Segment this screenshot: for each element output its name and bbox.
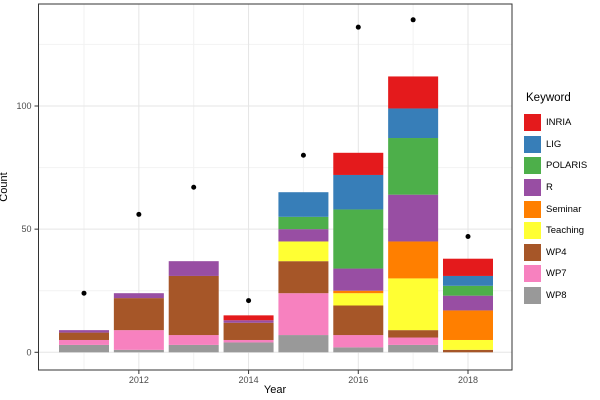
bar-segment-2017-inria xyxy=(388,76,439,109)
bar-segment-2016-wp7 xyxy=(333,335,384,348)
y-tick-label: 100 xyxy=(16,101,31,111)
bar-segment-2013-wp4 xyxy=(168,275,219,336)
x-tick-label: 2012 xyxy=(129,375,149,385)
legend-swatch-inria xyxy=(524,114,541,132)
legend-item-lig: LIG xyxy=(524,134,587,156)
bar-segment-2012-r xyxy=(113,293,164,299)
bar-segment-2011-wp7 xyxy=(59,339,109,345)
y-axis-title: Count xyxy=(0,172,10,202)
scatter-point-2012 xyxy=(136,211,142,217)
bar-segment-2016-seminar xyxy=(333,290,384,294)
legend-item-polaris: POLARIS xyxy=(524,155,587,177)
bar-segment-2018-teaching xyxy=(442,339,493,350)
bar-segment-2013-wp8 xyxy=(168,344,219,353)
bar-segment-2015-wp8 xyxy=(278,335,329,353)
legend-item-label: R xyxy=(546,182,553,194)
bar-segment-2016-r xyxy=(333,268,384,291)
bar-segment-2016-polaris xyxy=(333,209,384,269)
bar-segment-2017-lig xyxy=(388,108,439,139)
legend-item-label: Teaching xyxy=(546,225,585,237)
x-axis-title: Year xyxy=(263,384,287,396)
bar-segment-2017-teaching xyxy=(388,278,439,331)
bar-segment-2016-inria xyxy=(333,152,384,175)
bar-segment-2015-wp4 xyxy=(278,261,329,294)
bar-segment-2015-teaching xyxy=(278,241,329,262)
bar-segment-2017-wp4 xyxy=(388,330,439,338)
x-tick-label: 2014 xyxy=(239,375,259,385)
legend-item-teaching: Teaching xyxy=(524,220,587,242)
bar-segment-2018-seminar xyxy=(442,310,493,340)
bar-segment-2015-wp7 xyxy=(278,293,329,336)
legend-item-label: WP4 xyxy=(546,246,567,258)
legend-item-inria: INRIA xyxy=(524,112,587,134)
legend-title: Keyword xyxy=(526,92,571,104)
bar-segment-2014-wp7 xyxy=(223,339,274,343)
legend-item-wp7: WP7 xyxy=(524,263,587,285)
bar-segment-2014-inria xyxy=(223,315,274,321)
bar-segment-2016-lig xyxy=(333,174,384,210)
bar-segment-2015-polaris xyxy=(278,216,329,230)
bar-segment-2016-wp8 xyxy=(333,347,384,353)
bar-segment-2017-seminar xyxy=(388,241,439,279)
bar-segment-2013-r xyxy=(168,261,219,276)
scatter-point-2016 xyxy=(355,24,361,30)
y-tick-label: 50 xyxy=(21,224,31,234)
legend-item-label: INRIA xyxy=(546,117,572,129)
legend-swatch-wp7 xyxy=(524,265,541,283)
x-tick-label: 2016 xyxy=(348,375,368,385)
legend-item-r: R xyxy=(524,177,587,199)
bar-segment-2017-wp7 xyxy=(388,337,439,345)
legend-swatch-lig xyxy=(524,135,541,153)
bar-segment-2015-r xyxy=(278,229,329,242)
bar-segment-2014-wp4 xyxy=(223,322,274,340)
scatter-point-2011 xyxy=(81,290,87,296)
bar-segment-2018-inria xyxy=(442,258,493,276)
scatter-point-2017 xyxy=(410,17,416,23)
bar-segment-2014-wp8 xyxy=(223,342,274,353)
legend-item-label: WP8 xyxy=(546,290,567,302)
x-tick-label: 2018 xyxy=(458,375,478,385)
bar-segment-2016-wp4 xyxy=(333,305,384,336)
legend-item-label: Seminar xyxy=(546,203,582,215)
bar-segment-2018-wp4 xyxy=(442,349,493,353)
bar-segment-2011-wp8 xyxy=(59,344,109,353)
legend-swatch-teaching xyxy=(524,222,541,240)
legend-item-label: WP7 xyxy=(546,268,567,280)
legend-item-label: POLARIS xyxy=(546,160,588,172)
bar-segment-2015-lig xyxy=(278,192,329,217)
legend-swatch-seminar xyxy=(524,200,541,218)
panel-border xyxy=(38,3,513,371)
legend-swatch-wp4 xyxy=(524,243,541,261)
scatter-point-2018 xyxy=(465,234,471,240)
bar-segment-2012-wp4 xyxy=(113,298,164,331)
bar-segment-2014-r xyxy=(223,320,274,323)
bar-segment-2011-wp4 xyxy=(59,332,109,340)
scatter-point-2013 xyxy=(191,184,197,190)
legend: Keyword INRIA LIG POLARIS R Seminar Teaching W… xyxy=(524,92,587,306)
bar-segment-2017-polaris xyxy=(388,138,439,195)
legend-item-wp4: WP4 xyxy=(524,242,587,264)
bar-segment-2017-wp8 xyxy=(388,344,439,353)
legend-swatch-r xyxy=(524,179,541,197)
legend-swatch-polaris xyxy=(524,157,541,175)
bar-segment-2018-r xyxy=(442,295,493,311)
legend-item-wp8: WP8 xyxy=(524,285,587,307)
y-tick-label: 0 xyxy=(26,347,31,357)
bar-segment-2017-r xyxy=(388,194,439,242)
bar-segment-2016-teaching xyxy=(333,293,384,306)
bar-segment-2013-wp7 xyxy=(168,335,219,345)
scatter-point-2015 xyxy=(300,152,306,158)
legend-item-label: LIG xyxy=(546,138,562,150)
legend-items: INRIA LIG POLARIS R Seminar Teaching WP4 WP7 WP8 xyxy=(524,112,587,306)
legend-swatch-wp8 xyxy=(524,287,541,305)
scatter-point-2014 xyxy=(246,298,252,304)
bar-segment-2012-wp8 xyxy=(113,349,164,353)
bar-segment-2012-wp7 xyxy=(113,330,164,350)
bar-segment-2018-lig xyxy=(442,275,493,286)
bar-segment-2018-polaris xyxy=(442,285,493,296)
legend-item-seminar: Seminar xyxy=(524,198,587,220)
bar-segment-2011-r xyxy=(59,330,109,333)
